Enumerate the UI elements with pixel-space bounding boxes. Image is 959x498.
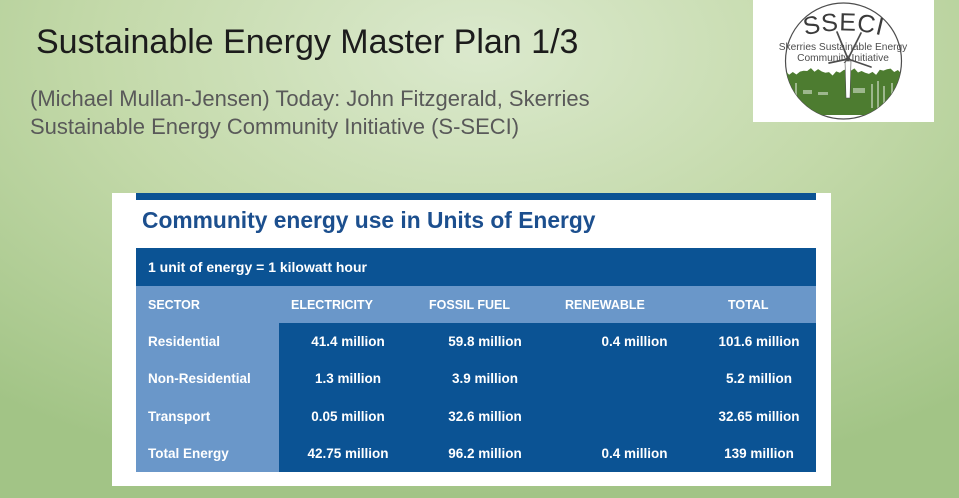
svg-text:SSECI: SSECI	[801, 8, 887, 41]
svg-text:Skerries Sustainable Energy: Skerries Sustainable Energy	[779, 42, 908, 53]
svg-text:Community Initiative: Community Initiative	[797, 53, 889, 64]
